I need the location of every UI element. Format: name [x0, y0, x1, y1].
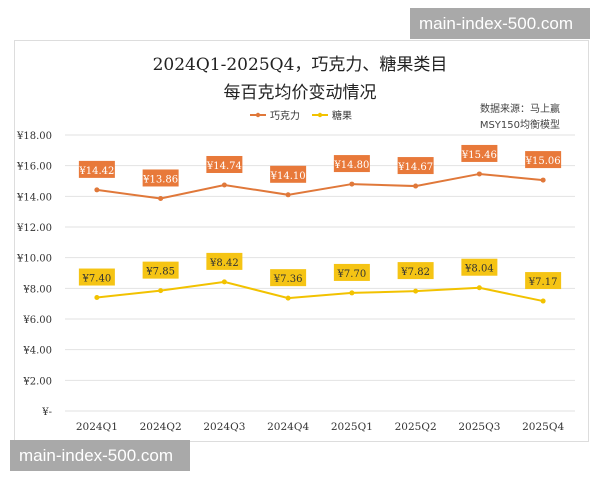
watermark-top: main-index-500.com — [410, 8, 590, 39]
data-label: ¥15.46 — [461, 150, 497, 161]
source-line-1: 数据来源：马上赢 — [480, 104, 560, 115]
y-tick-label: ¥18.00 — [16, 131, 52, 142]
data-label-box — [206, 155, 243, 173]
y-tick-label: ¥12.00 — [16, 223, 52, 234]
data-point — [158, 288, 164, 294]
y-tick-label: ¥4.00 — [22, 346, 52, 357]
data-label-box — [142, 169, 179, 187]
data-point — [349, 181, 355, 187]
data-label-box — [397, 262, 434, 280]
x-tick-label: 2024Q4 — [267, 421, 309, 433]
data-label-box — [525, 151, 562, 169]
data-label: ¥14.67 — [397, 162, 433, 173]
legend-label: 糖果 — [332, 109, 352, 122]
watermark-bottom: main-index-500.com — [10, 440, 190, 471]
data-point — [158, 195, 164, 201]
data-label-box — [270, 165, 307, 183]
data-label-box — [525, 272, 562, 290]
data-label-box — [461, 144, 498, 162]
data-point — [540, 298, 546, 304]
data-label: ¥7.70 — [337, 269, 367, 280]
data-label-box — [461, 258, 498, 276]
data-point — [413, 183, 419, 189]
source-line-2: MSY150均衡模型 — [479, 120, 560, 131]
x-tick-label: 2025Q4 — [522, 421, 564, 433]
data-label: ¥7.82 — [400, 267, 430, 278]
data-point — [540, 177, 546, 183]
data-label-box — [142, 261, 179, 279]
x-tick-label: 2024Q3 — [203, 421, 245, 433]
data-point — [94, 295, 100, 301]
data-label: ¥13.86 — [142, 174, 178, 185]
y-tick-label: ¥16.00 — [16, 162, 52, 173]
data-label-box — [397, 157, 434, 175]
y-tick-label: ¥2.00 — [22, 376, 52, 387]
data-label: ¥15.06 — [525, 156, 561, 167]
data-label: ¥14.42 — [78, 166, 114, 177]
data-label-box — [78, 160, 115, 178]
data-point — [476, 171, 482, 177]
series-line — [96, 280, 544, 303]
data-label-box — [270, 269, 307, 287]
data-point — [285, 295, 291, 301]
y-tick-label: ¥14.00 — [16, 192, 52, 203]
chart-title: 2024Q1-2025Q4，巧克力、糖果类目 — [152, 55, 448, 75]
data-label: ¥8.04 — [464, 264, 494, 275]
y-tick-label: ¥10.00 — [16, 254, 52, 265]
data-label: ¥8.42 — [209, 258, 239, 269]
y-tick-label: ¥- — [41, 407, 52, 418]
data-point — [221, 279, 227, 285]
legend-label: 巧克力 — [270, 109, 300, 122]
data-label-box — [333, 263, 370, 281]
data-label-box — [333, 155, 370, 173]
data-label: ¥7.85 — [145, 267, 175, 278]
x-tick-label: 2025Q2 — [395, 421, 437, 433]
data-label-box — [206, 252, 243, 270]
x-tick-label: 2025Q1 — [331, 421, 373, 433]
x-tick-label: 2024Q2 — [140, 421, 182, 433]
y-tick-label: ¥8.00 — [22, 284, 52, 295]
series-line — [96, 172, 544, 200]
data-point — [285, 192, 291, 198]
x-tick-label: 2024Q1 — [76, 421, 118, 433]
y-tick-label: ¥6.00 — [22, 315, 52, 326]
chart-subtitle: 每百克均价变动情况 — [223, 83, 377, 103]
data-point — [349, 290, 355, 296]
x-tick-label: 2025Q3 — [458, 421, 500, 433]
data-label: ¥7.40 — [82, 274, 112, 285]
chart-frame — [14, 40, 589, 442]
data-point — [221, 182, 227, 188]
data-label: ¥14.80 — [333, 160, 369, 171]
data-label: ¥7.36 — [273, 274, 303, 285]
legend-marker — [317, 112, 323, 118]
data-label: ¥14.10 — [270, 171, 306, 182]
data-label: ¥14.74 — [206, 161, 242, 172]
data-label: ¥7.17 — [528, 277, 558, 288]
data-label-box — [78, 268, 115, 286]
data-point — [413, 288, 419, 294]
legend-marker — [255, 112, 261, 118]
data-point — [476, 285, 482, 291]
data-point — [94, 187, 100, 193]
